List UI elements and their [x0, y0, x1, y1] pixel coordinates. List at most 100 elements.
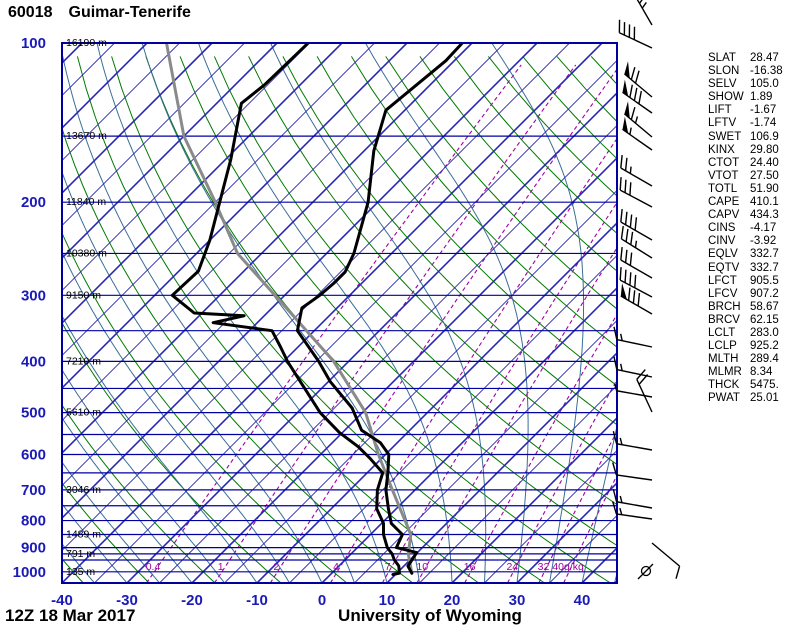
barb-full: [624, 179, 627, 193]
wind-barb: [651, 542, 681, 579]
mixing-ratio-line: [146, 64, 522, 583]
index-value: 29.80: [750, 143, 779, 156]
barb-staff: [616, 513, 653, 520]
barb-half: [614, 383, 618, 391]
barb-full: [613, 356, 618, 370]
height-label: 16190 m: [66, 37, 107, 49]
mixing-ratio-label: 4: [333, 561, 339, 573]
index-row: CINV -3.92: [708, 235, 783, 248]
index-value: 27.50: [750, 169, 779, 182]
isotherm-line: [62, 43, 440, 422]
moist-adiabat-line: [270, 43, 487, 583]
barb-full: [625, 228, 629, 242]
temp-axis-label: -10: [246, 592, 268, 609]
parcel-trace: [165, 43, 414, 575]
mixing-ratio-line: [507, 378, 617, 583]
isotherm-line: [62, 43, 408, 390]
wind-barb: [619, 267, 653, 298]
isotherm-line: [224, 189, 617, 583]
index-value: 24.40: [750, 156, 779, 169]
barb-flag: [624, 61, 630, 79]
index-value: 1.89: [750, 91, 773, 104]
barb-full: [627, 287, 631, 301]
temperature-trace: [295, 43, 464, 575]
barb-half: [629, 127, 632, 135]
index-row: LFCT 905.5: [708, 275, 783, 288]
temp-axis-label: 40: [574, 592, 591, 609]
barb-full: [630, 106, 636, 120]
isotherm-line: [159, 124, 617, 583]
barb-full: [638, 374, 649, 385]
barb-half: [619, 507, 623, 515]
moist-adiabat-line: [62, 417, 193, 583]
barb-full: [612, 430, 618, 444]
pressure-axis-label: 400: [21, 353, 46, 370]
credit-text: University of Wyoming: [338, 606, 522, 625]
mixing-ratio-label: 10: [416, 561, 428, 573]
index-value: 907.2: [750, 287, 779, 300]
pressure-axis-label: 500: [21, 405, 46, 422]
pressure-axis-label: 600: [21, 446, 46, 463]
index-label: EQTV: [708, 261, 740, 274]
barb-full: [619, 177, 622, 191]
moist-adiabat-line: [62, 170, 323, 583]
mixing-ratio-label: 7: [385, 561, 391, 573]
index-row: EQTV 332.7: [708, 262, 783, 275]
pressure-axis-label: 900: [21, 540, 46, 557]
dry-adiabat-line: [385, 56, 617, 310]
index-row: EQLV 332.7: [708, 248, 783, 261]
index-row: CINS -4.17: [708, 222, 783, 235]
index-row: LCLT 283.0: [708, 327, 783, 340]
temp-axis-label: 10: [379, 592, 396, 609]
isotherm-line: [62, 43, 213, 195]
dry-adiabat-line: [111, 56, 545, 583]
barb-full: [612, 488, 618, 502]
height-label: 135 m: [66, 566, 95, 578]
barb-staff: [620, 167, 653, 187]
calm-slash: [637, 563, 654, 580]
index-value: 28.47: [750, 52, 779, 64]
isotherm-line: [62, 43, 343, 325]
index-row: BRCV 62.15: [708, 314, 783, 327]
moist-adiabat-line: [364, 43, 529, 583]
isotherm-line: [256, 221, 617, 583]
barb-full: [612, 501, 618, 515]
isotherm-line: [321, 286, 617, 583]
temp-axis-label: 20: [444, 592, 461, 609]
index-value: 105.0: [750, 78, 779, 91]
index-label: SLAT: [708, 52, 736, 64]
dry-adiabat-line: [62, 126, 414, 583]
isotherm-line: [126, 91, 617, 583]
index-value: 51.90: [750, 182, 779, 195]
wind-barb: [612, 488, 653, 509]
dry-adiabat-line: [62, 321, 282, 583]
barb-full: [637, 292, 641, 307]
index-label: LIFT: [708, 104, 732, 117]
index-value: -1.67: [750, 104, 777, 117]
moist-adiabat-line: [491, 43, 585, 583]
isotherm-line: [484, 449, 617, 583]
index-value: 5475.: [750, 379, 779, 392]
index-row: SLAT 28.47: [708, 52, 783, 65]
index-row: CAPE 410.1: [708, 196, 783, 209]
barb-full: [634, 70, 640, 84]
mixing-ratio-label: 24: [506, 561, 518, 573]
isotherm-line: [419, 384, 617, 583]
barb-full: [613, 326, 618, 340]
index-value: 434.3: [750, 209, 779, 222]
barb-full: [636, 369, 646, 380]
dry-adiabat-line: [213, 56, 617, 506]
index-row: SELV 105.0: [708, 78, 783, 91]
index-label: CAPV: [708, 209, 740, 222]
mixing-ratio-label: 40g/kg: [552, 561, 584, 573]
moist-adiabat-line: [62, 461, 160, 583]
barb-half: [629, 166, 632, 174]
barb-staff: [651, 542, 681, 567]
barb-staff: [616, 474, 653, 481]
barb-half: [641, 2, 647, 9]
isotherm-line: [354, 319, 617, 583]
barb-full: [675, 565, 681, 579]
barb-flag: [620, 283, 627, 300]
